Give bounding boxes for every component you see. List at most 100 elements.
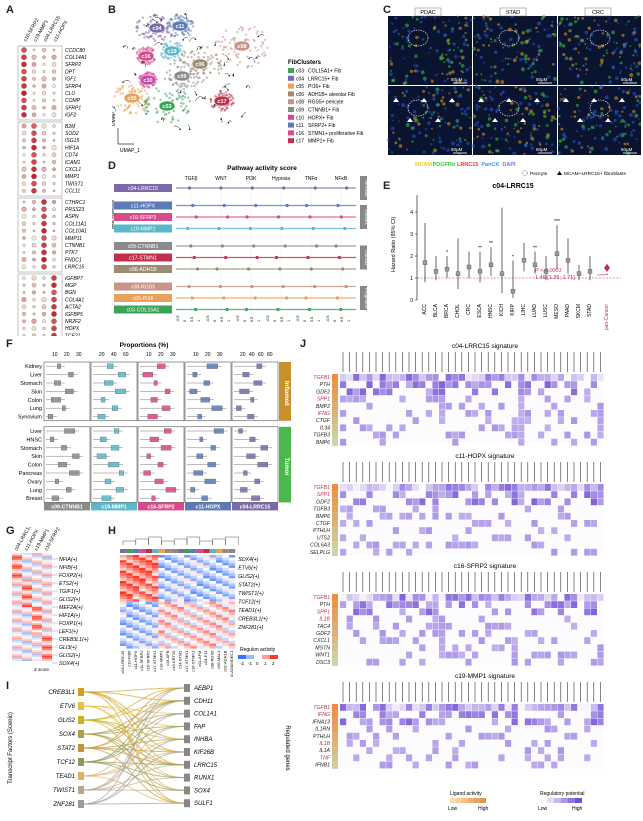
- reg-cell: [492, 388, 498, 395]
- heat-cell: [222, 558, 228, 561]
- reg-cell: [538, 616, 544, 623]
- heat-cell: [152, 636, 158, 639]
- dot: [23, 153, 26, 156]
- reg-cell: [578, 652, 584, 659]
- reg-cell: [353, 388, 359, 395]
- reg-cell: [386, 549, 392, 556]
- heat-cell: [152, 617, 158, 620]
- heat-cell: [158, 589, 164, 592]
- reg-cell: [597, 644, 603, 651]
- heat-cell: [171, 633, 177, 636]
- reg-cell: [485, 388, 491, 395]
- reg-cell: [353, 491, 359, 498]
- reg-cell: [347, 506, 353, 513]
- heat-cell: [184, 636, 190, 639]
- heat-cell: [146, 571, 152, 574]
- reg-cell: [479, 608, 485, 615]
- heat-cell: [133, 633, 139, 636]
- heat-cell: [139, 565, 145, 568]
- heat-cell: [32, 616, 42, 618]
- heat-cell: [12, 654, 22, 656]
- heat-cell: [139, 620, 145, 623]
- col-label: c01-AFM: [197, 651, 202, 667]
- reg-cell: [545, 616, 551, 623]
- reg-cell: [492, 534, 498, 541]
- heat-cell: [158, 602, 164, 605]
- reg-cell: [426, 417, 432, 424]
- heat-cell: [216, 643, 222, 646]
- gene-label: MMP11: [65, 236, 82, 242]
- x-tick: -0.5: [206, 315, 210, 322]
- micro-cell: [447, 122, 450, 125]
- dot: [43, 284, 46, 287]
- micro-cell: [459, 62, 461, 64]
- gene-label: COL14A1: [65, 55, 87, 61]
- reg-cell: [452, 424, 458, 431]
- dot: [31, 181, 36, 186]
- gene-label: RUNX1: [194, 776, 214, 782]
- micro-cell: [410, 70, 413, 73]
- reg-cell: [452, 630, 458, 637]
- score-dot: [193, 256, 196, 259]
- gene-label: CXCL1: [65, 167, 81, 173]
- micro-cell: [437, 115, 439, 117]
- dot: [32, 276, 36, 280]
- micro-cell: [558, 41, 561, 44]
- gene-label: ASPN: [64, 214, 79, 220]
- heat-cell: [32, 641, 42, 643]
- reg-cell: [426, 594, 432, 601]
- reg-cell: [531, 616, 537, 623]
- micro-cell: [520, 52, 524, 56]
- umap-point: [137, 88, 139, 90]
- reg-cell: [531, 381, 537, 388]
- umap-point: [128, 90, 130, 92]
- heat-cell: [203, 625, 209, 628]
- heat-cell: [126, 638, 132, 641]
- reg-cell: [360, 498, 366, 505]
- reg-cell: [399, 527, 405, 534]
- reg-cell: [353, 726, 359, 733]
- ligand-activity: [332, 704, 338, 711]
- reg-cell: [545, 659, 551, 666]
- gene-label: SFRP2: [65, 62, 81, 68]
- heat-cell: [22, 555, 32, 557]
- micro-cell: [482, 137, 484, 139]
- heat-cell: [203, 555, 209, 558]
- reg-cell: [459, 637, 465, 644]
- reg-cell: [525, 616, 531, 623]
- reg-cell: [413, 513, 419, 520]
- umap-point: [220, 60, 222, 62]
- reg-cell: [531, 388, 537, 395]
- ligand-label: GDF2: [316, 499, 330, 505]
- box: [101, 397, 105, 402]
- reg-cell: [465, 410, 471, 417]
- micro-cell: [576, 75, 579, 78]
- reg-cell: [505, 403, 511, 410]
- col-label: c04-LRRC15: [120, 650, 125, 674]
- heat-cell: [12, 587, 22, 589]
- dot: [32, 243, 36, 247]
- reg-cell: [584, 644, 590, 651]
- reg-cell: [406, 388, 412, 395]
- reg-cell: [360, 381, 366, 388]
- tf-node: [78, 786, 84, 794]
- umap-point: [171, 34, 173, 36]
- reg-cell: [479, 432, 485, 439]
- tf-label: TWIST1: [53, 788, 75, 794]
- heat-cell: [165, 599, 171, 602]
- reg-cell: [479, 623, 485, 630]
- reg-cell: [545, 542, 551, 549]
- heat-cell: [229, 581, 235, 584]
- reg-cell: [472, 630, 478, 637]
- reg-cell: [419, 623, 425, 630]
- micro-cell: [611, 31, 615, 35]
- umap-point: [238, 28, 240, 30]
- state-label: Transit1: [364, 209, 369, 226]
- micro-cell: [604, 147, 608, 151]
- gene-label: SULF1: [194, 801, 213, 807]
- score-dot: [219, 285, 222, 288]
- heat-cell: [178, 643, 184, 646]
- x-tick: -0.5: [296, 315, 300, 322]
- micro-cell: [484, 31, 486, 33]
